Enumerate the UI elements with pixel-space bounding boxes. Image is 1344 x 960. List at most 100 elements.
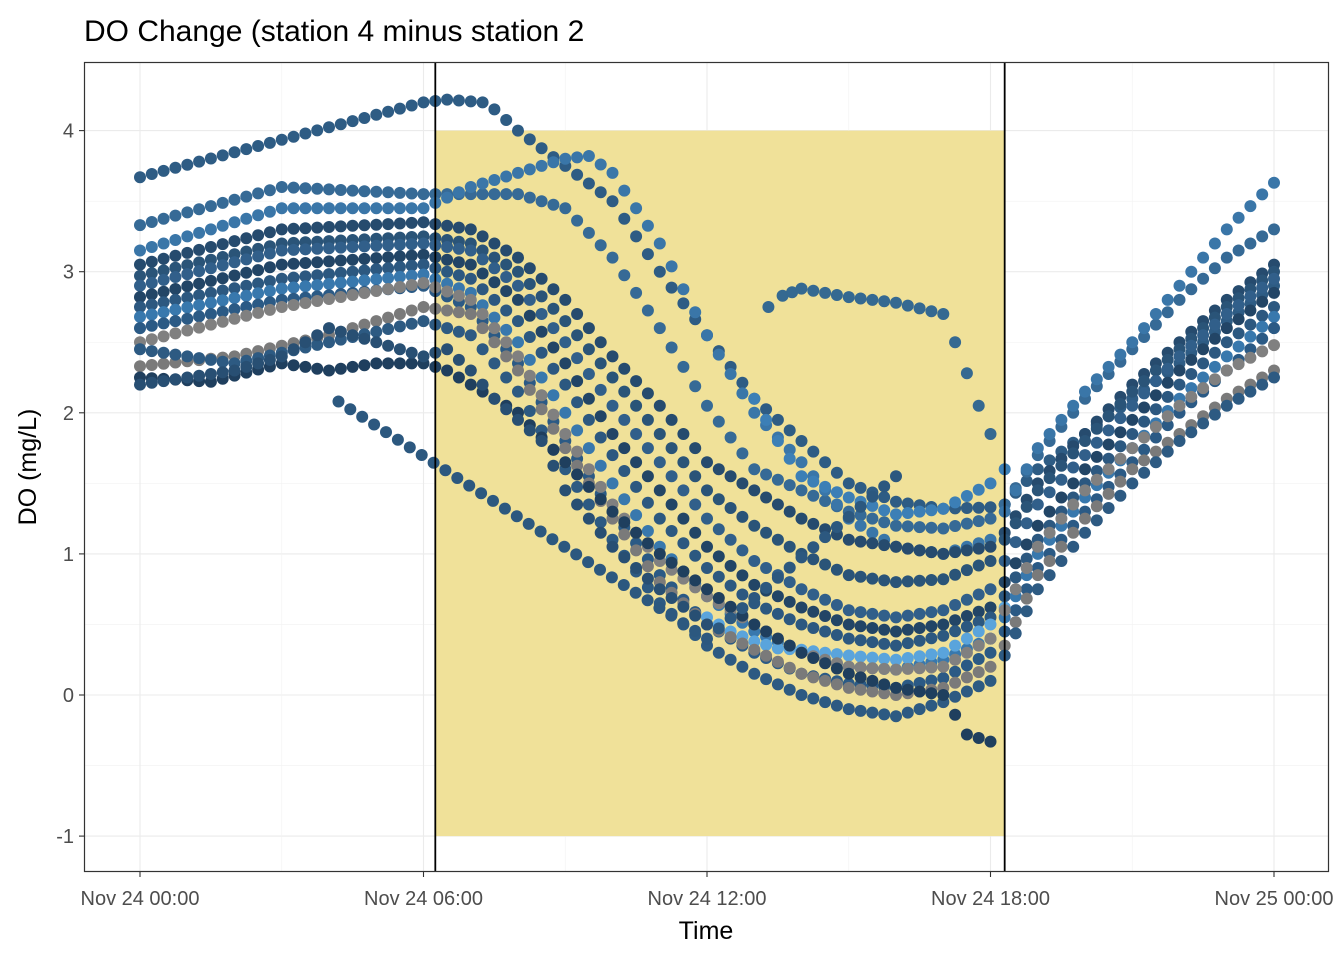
data-point — [830, 521, 843, 533]
data-point — [476, 253, 489, 266]
data-point — [252, 357, 265, 370]
data-point — [523, 353, 536, 366]
data-point — [1055, 555, 1068, 567]
data-point — [500, 114, 513, 126]
data-point — [949, 614, 962, 627]
data-point — [736, 387, 749, 400]
data-point — [795, 551, 808, 564]
data-point — [641, 304, 654, 317]
data-point — [417, 277, 430, 289]
data-point — [582, 392, 595, 405]
data-point — [842, 681, 855, 694]
data-point — [417, 258, 430, 271]
data-point — [1020, 517, 1033, 530]
data-point — [960, 517, 973, 530]
data-point — [216, 238, 229, 251]
data-point — [523, 331, 536, 343]
data-point — [1149, 364, 1162, 377]
data-point — [193, 243, 206, 256]
data-point — [819, 696, 832, 709]
data-point — [145, 276, 158, 289]
data-point — [807, 588, 820, 601]
data-point — [1244, 304, 1257, 317]
data-point — [299, 360, 312, 373]
data-point — [665, 556, 678, 569]
data-point — [960, 728, 973, 741]
data-point — [783, 639, 796, 652]
data-point — [949, 639, 962, 652]
data-point — [925, 620, 938, 633]
data-point — [1031, 442, 1044, 455]
data-point — [665, 609, 678, 622]
data-point — [689, 624, 702, 637]
data-point — [771, 533, 784, 546]
data-point — [901, 706, 914, 719]
data-point — [382, 186, 395, 199]
data-point — [405, 269, 418, 282]
data-point — [1161, 362, 1174, 375]
data-point — [925, 305, 938, 318]
data-point — [819, 480, 832, 493]
data-point — [512, 166, 524, 179]
data-point — [500, 336, 513, 349]
data-point — [890, 639, 902, 652]
data-point — [712, 570, 725, 583]
data-point — [311, 221, 324, 234]
data-point — [1114, 426, 1127, 439]
data-point — [949, 708, 962, 721]
data-point — [547, 302, 560, 315]
data-point — [169, 261, 182, 274]
data-point — [1149, 308, 1162, 320]
data-point — [748, 578, 761, 591]
data-point — [842, 569, 855, 582]
data-point — [618, 269, 631, 282]
data-point — [1185, 265, 1198, 278]
data-point — [287, 202, 300, 215]
data-point — [1161, 410, 1174, 423]
data-point — [535, 142, 548, 155]
data-point — [960, 544, 973, 557]
data-point — [311, 329, 324, 342]
data-point — [334, 362, 347, 375]
data-point — [181, 206, 194, 219]
data-point — [522, 517, 535, 530]
data-point — [689, 470, 702, 483]
data-point — [1268, 339, 1280, 352]
data-point — [1220, 322, 1233, 335]
data-point — [819, 674, 832, 687]
data-point — [476, 283, 489, 296]
x-axis-ticks: Nov 24 00:00 Nov 24 06:00 Nov 24 12:00 Nov … — [81, 871, 1333, 910]
data-point — [606, 251, 619, 264]
y-tick-label: 0 — [63, 685, 74, 707]
data-point — [807, 605, 820, 618]
data-point — [370, 315, 383, 328]
data-point — [937, 672, 950, 685]
data-point — [641, 219, 654, 232]
data-point — [240, 360, 253, 373]
data-point — [228, 235, 241, 248]
data-point — [500, 271, 513, 283]
data-point — [287, 222, 300, 235]
data-point — [925, 504, 938, 517]
data-point — [134, 301, 146, 313]
data-point — [771, 590, 784, 603]
data-point — [1009, 536, 1022, 549]
data-point — [689, 442, 702, 455]
data-point — [665, 592, 678, 604]
data-point — [275, 258, 288, 271]
data-point — [890, 540, 902, 553]
data-point — [287, 243, 300, 256]
data-point — [582, 498, 595, 511]
x-tick-label: Nov 24 18:00 — [931, 888, 1050, 910]
data-point — [1020, 592, 1033, 605]
data-point — [712, 493, 725, 506]
data-point — [582, 556, 595, 569]
data-point — [476, 188, 489, 201]
data-point — [547, 283, 560, 296]
data-point — [724, 431, 737, 444]
data-point — [819, 593, 832, 606]
data-point — [689, 526, 702, 539]
data-point — [582, 322, 595, 335]
data-point — [582, 413, 595, 426]
data-point — [842, 667, 855, 680]
